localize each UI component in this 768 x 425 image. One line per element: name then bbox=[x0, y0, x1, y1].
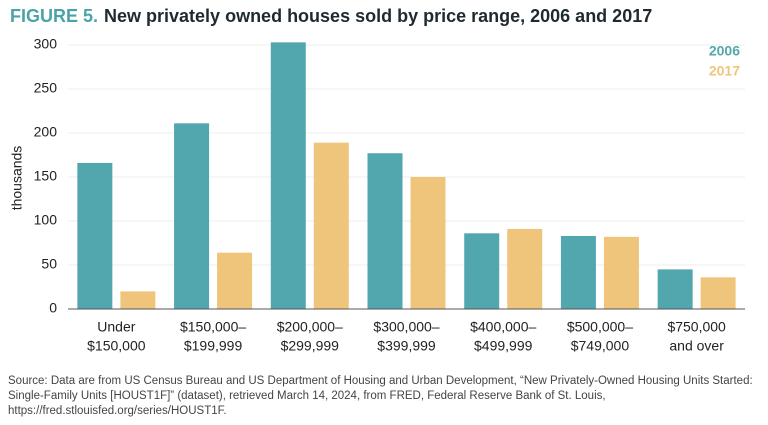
title-text: New privately owned houses sold by price… bbox=[104, 6, 652, 26]
x-tick-label: and over bbox=[669, 338, 724, 354]
y-tick-label: 50 bbox=[41, 256, 57, 272]
legend-entry: 2017 bbox=[709, 63, 740, 79]
y-axis-label: thousands bbox=[9, 146, 25, 211]
y-tick-label: 250 bbox=[34, 80, 58, 96]
x-tick-label: $400,000– bbox=[470, 319, 536, 335]
bar bbox=[174, 123, 210, 309]
bar bbox=[120, 291, 156, 309]
y-tick-label: 150 bbox=[34, 168, 58, 184]
x-tick-label: $300,000– bbox=[373, 319, 439, 335]
bar bbox=[410, 177, 446, 309]
y-tick-label: 200 bbox=[34, 124, 58, 140]
bar bbox=[657, 269, 693, 309]
y-tick-label: 300 bbox=[34, 36, 58, 52]
x-tick-label: $150,000– bbox=[180, 319, 246, 335]
bar bbox=[367, 153, 403, 309]
bar bbox=[507, 228, 543, 309]
x-tick-label: $199,999 bbox=[184, 338, 243, 354]
legend-entry: 2006 bbox=[709, 43, 740, 59]
x-tick-label: $299,999 bbox=[281, 338, 340, 354]
figure-label: FIGURE 5. bbox=[10, 6, 98, 26]
bar bbox=[560, 235, 596, 309]
chart: FIGURE 5. New privately owned houses sold… bbox=[9, 6, 745, 354]
x-tick-label: $499,999 bbox=[474, 338, 533, 354]
bar bbox=[77, 162, 113, 309]
bar bbox=[217, 252, 253, 309]
y-tick-label: 100 bbox=[34, 212, 58, 228]
x-tick-label: $500,000– bbox=[567, 319, 633, 335]
bar bbox=[313, 142, 349, 309]
bar bbox=[700, 277, 736, 309]
chart-title: FIGURE 5. New privately owned houses sold… bbox=[10, 6, 652, 26]
x-tick-label: $750,000 bbox=[667, 319, 726, 335]
x-tick-label: $749,000 bbox=[571, 338, 630, 354]
x-tick-label: $200,000– bbox=[277, 319, 343, 335]
bar bbox=[464, 233, 500, 309]
x-tick-label: Under bbox=[97, 319, 135, 335]
y-tick-label: 0 bbox=[49, 300, 57, 316]
bar bbox=[270, 42, 306, 310]
bar bbox=[603, 236, 639, 309]
x-tick-label: $150,000 bbox=[87, 338, 146, 354]
x-tick-label: $399,999 bbox=[377, 338, 436, 354]
source-note: Source: Data are from US Census Bureau a… bbox=[8, 375, 753, 417]
